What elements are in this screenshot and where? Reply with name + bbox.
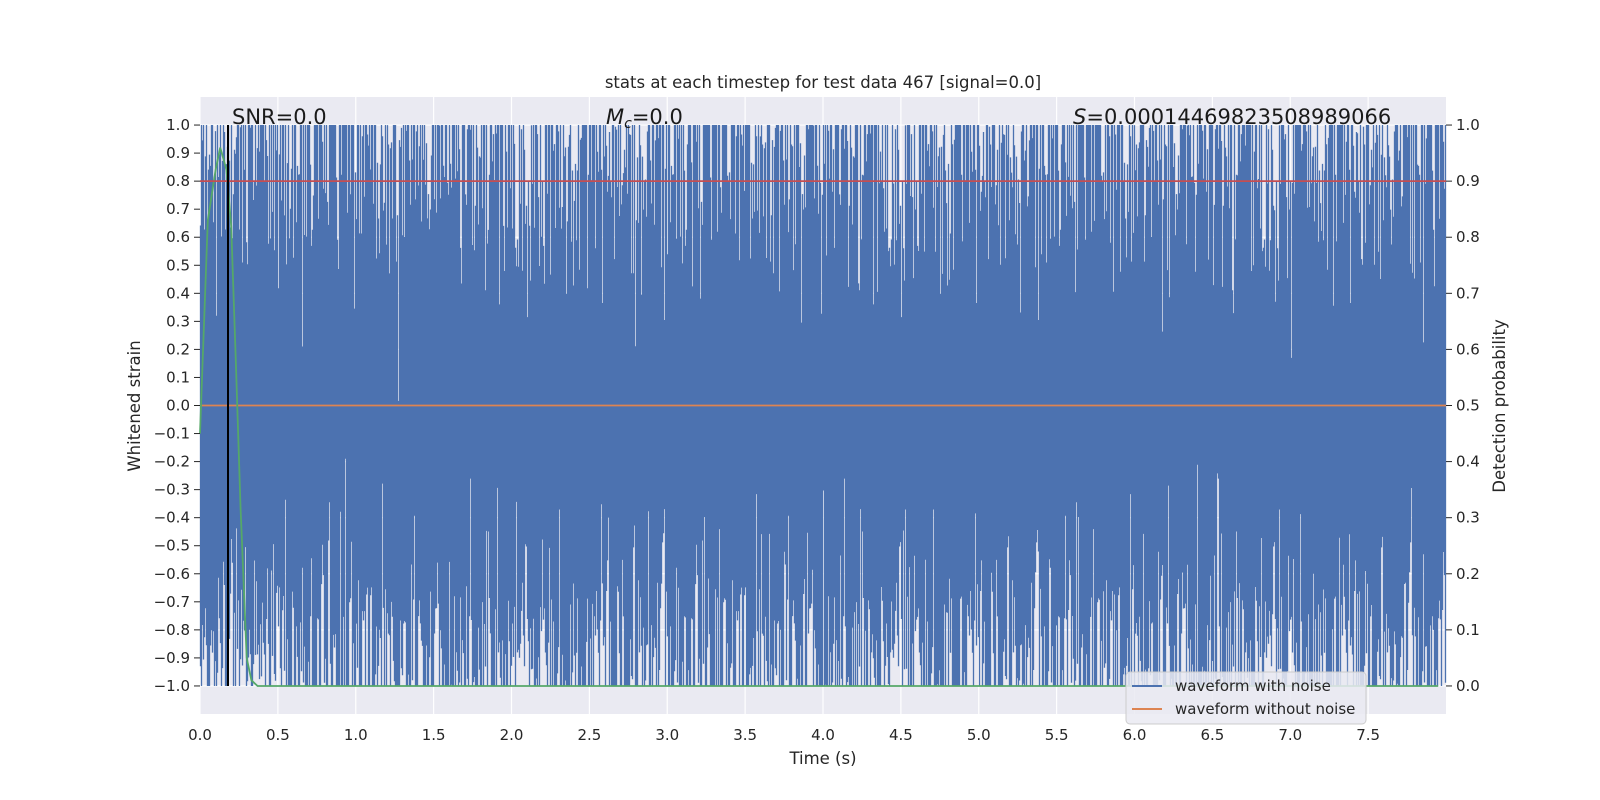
x-tick-label: 3.0 <box>655 726 679 744</box>
y-tick-label: 0.9 <box>166 144 190 162</box>
y-tick-label: −1.0 <box>154 677 190 695</box>
y-tick-label: −0.8 <box>154 621 190 639</box>
legend-label-noise: waveform with noise <box>1175 677 1331 695</box>
x-tick-label: 6.5 <box>1200 726 1224 744</box>
y-right-tick-label: 0.3 <box>1456 509 1480 527</box>
y-tick-label: 0.5 <box>166 256 190 274</box>
legend-box <box>1125 671 1367 725</box>
x-tick-label: 3.5 <box>733 726 757 744</box>
legend-label-clean: waveform without noise <box>1175 700 1355 718</box>
y-tick-label: 0.7 <box>166 200 190 218</box>
detection-probability-line <box>199 147 1439 687</box>
x-ticks: 0.0 0.5 1.0 1.5 2.0 2.5 3.0 3.5 4.0 4.5 5.0 5.5 6.0 6… <box>188 726 1380 744</box>
y-tick-label: −0.9 <box>154 649 190 667</box>
chart-title: stats at each timestep for test data 467… <box>605 73 1041 92</box>
legend: waveform with noise waveform without noi… <box>1125 671 1367 725</box>
x-tick-label: 7.5 <box>1356 726 1380 744</box>
y-right-tick-label: 0.0 <box>1456 677 1480 695</box>
y-right-ticks: 1.0 0.9 0.8 0.7 0.6 0.5 0.4 0.3 0.2 0.1 0.0 <box>1446 116 1480 695</box>
y-tick-label: −0.2 <box>154 453 190 471</box>
lines <box>199 125 1446 687</box>
y-axis-label: Whitened strain <box>125 340 144 471</box>
y-right-tick-label: 0.7 <box>1456 284 1480 302</box>
x-tick-label: 1.0 <box>344 726 368 744</box>
x-tick-label: 0.5 <box>266 726 290 744</box>
y-tick-label: 0.2 <box>166 340 190 358</box>
mc-annotation: Mc=0.0 <box>606 105 683 132</box>
y-tick-label: −0.3 <box>154 481 190 499</box>
snr-annotation: SNR=0.0 <box>232 105 327 129</box>
x-tick-label: 0.0 <box>188 726 212 744</box>
y-right-tick-label: 0.8 <box>1456 228 1480 246</box>
y-right-tick-label: 0.4 <box>1456 453 1480 471</box>
y-tick-label: 1.0 <box>166 116 190 134</box>
y-tick-label: 0.3 <box>166 312 190 330</box>
x-tick-label: 2.0 <box>500 726 524 744</box>
y-right-tick-label: 0.1 <box>1456 621 1480 639</box>
s-annotation: S=0.00014469823508989066 <box>1073 105 1391 129</box>
y-tick-label: 0.8 <box>166 172 190 190</box>
x-tick-label: 6.0 <box>1123 726 1147 744</box>
x-tick-label: 5.5 <box>1045 726 1069 744</box>
x-tick-label: 4.0 <box>811 726 835 744</box>
x-tick-label: 1.5 <box>422 726 446 744</box>
x-tick-label: 7.0 <box>1278 726 1302 744</box>
y-tick-label: −0.6 <box>154 565 190 583</box>
y-right-tick-label: 1.0 <box>1456 116 1480 134</box>
y-tick-label: −0.7 <box>154 593 190 611</box>
y-tick-label: 0.6 <box>166 228 190 246</box>
y-tick-label: −0.5 <box>154 537 190 555</box>
x-tick-label: 4.5 <box>889 726 913 744</box>
y-tick-label: −0.4 <box>154 509 190 527</box>
y-right-tick-label: 0.6 <box>1456 340 1480 358</box>
x-tick-label: 5.0 <box>967 726 991 744</box>
x-axis-label: Time (s) <box>788 749 856 768</box>
x-tick-label: 2.5 <box>577 726 601 744</box>
y-tick-label: 0.0 <box>166 397 190 415</box>
y-ticks: 1.0 0.9 0.8 0.7 0.6 0.5 0.4 0.3 0.2 0.1 0.0 −0.1 −0.… <box>154 116 200 695</box>
y-right-tick-label: 0.2 <box>1456 565 1480 583</box>
y-tick-label: −0.1 <box>154 425 190 443</box>
y-tick-label: 0.1 <box>166 368 190 386</box>
y-right-tick-label: 0.9 <box>1456 172 1480 190</box>
y-tick-label: 0.4 <box>166 284 190 302</box>
y-right-axis-label: Detection probability <box>1490 319 1509 493</box>
y-right-tick-label: 0.5 <box>1456 397 1480 415</box>
